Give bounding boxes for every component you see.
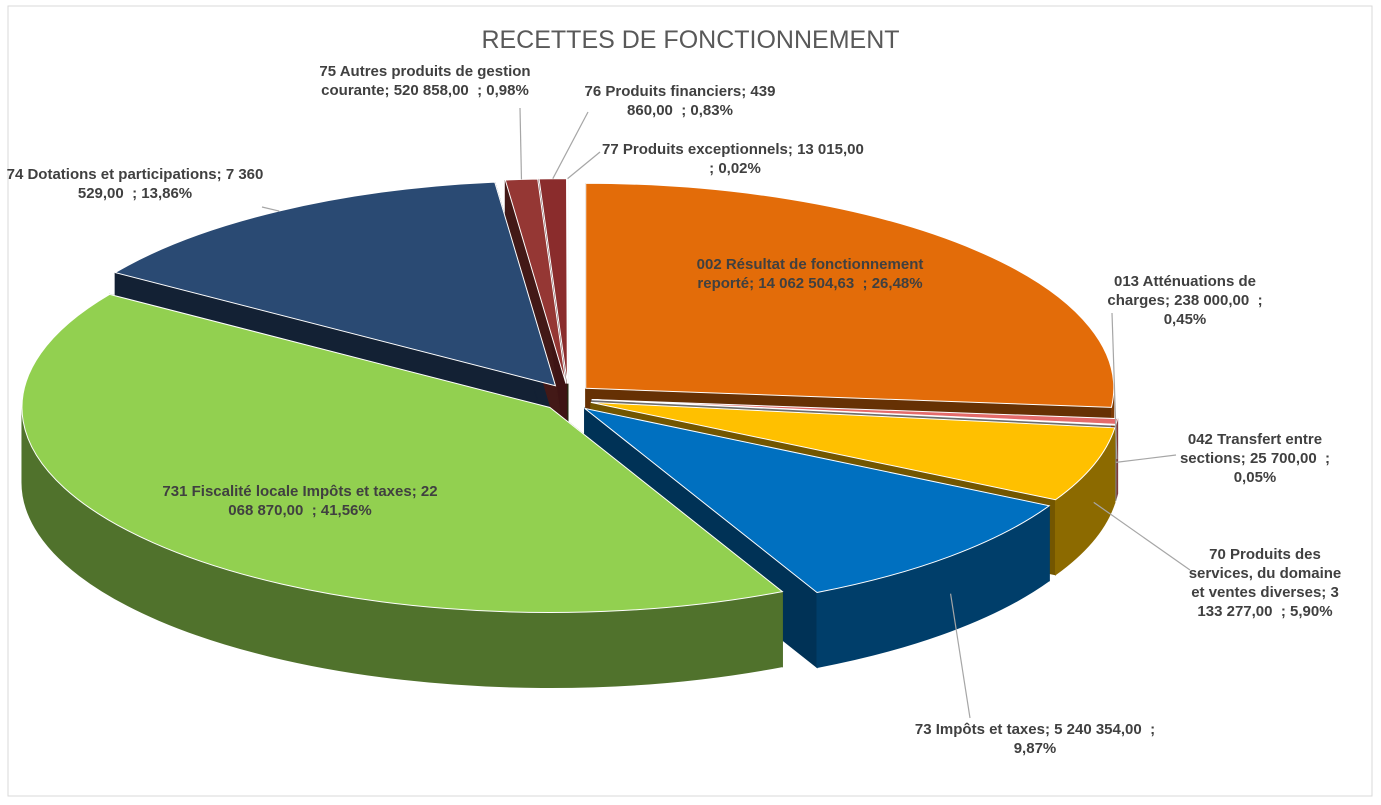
percentage-label: 26,48% (871, 275, 923, 292)
category-label: 77 Produits exceptionnels (602, 141, 788, 158)
data-label: 002 Résultat de fonctionnement reporté; … (680, 255, 940, 293)
leader-line (1115, 454, 1177, 463)
leader-line (1111, 312, 1118, 459)
percentage-label: 0,02% (718, 160, 761, 177)
category-label: 731 Fiscalité locale Impôts et taxes (162, 483, 412, 500)
separator: ; (749, 275, 755, 292)
separator: ; (1150, 721, 1156, 738)
percentage-label: 0,98% (486, 82, 529, 99)
percentage-label: 41,56% (320, 502, 372, 519)
category-label: 002 Résultat de fonctionnement reporté (696, 256, 924, 292)
value-label: 238 000,00 (1174, 292, 1250, 309)
separator: ; (216, 166, 222, 183)
leader-line (567, 151, 601, 180)
separator: ; (741, 83, 747, 100)
percentage-label: 13,86% (141, 185, 193, 202)
leader-line (519, 107, 523, 180)
category-label: 042 Transfert entre sections (1179, 431, 1323, 467)
data-label: 77 Produits exceptionnels; 13 015,00 ; 0… (600, 140, 870, 178)
data-label: 731 Fiscalité locale Impôts et taxes; 22… (150, 482, 450, 520)
separator: ; (1325, 450, 1331, 467)
category-label: 76 Produits financiers (584, 83, 742, 100)
percentage-label: 0,45% (1163, 311, 1207, 328)
data-label: 75 Autres produits de gestion courante; … (305, 62, 545, 100)
separator: ; (411, 483, 417, 500)
separator: ; (709, 160, 715, 177)
category-label: 70 Produits des services, du domaine et … (1188, 546, 1342, 601)
separator: ; (1257, 292, 1263, 309)
value-label: 520 858,00 (393, 82, 469, 99)
separator: ; (1321, 584, 1327, 601)
leader-line (261, 206, 280, 212)
category-label: 75 Autres produits de gestion courante (319, 63, 531, 99)
separator: ; (132, 185, 138, 202)
category-label: 74 Dotations et participations (6, 166, 217, 183)
value-label: 14 062 504,63 (758, 275, 855, 292)
percentage-label: 5,90% (1290, 603, 1333, 620)
data-label: 013 Atténuations de charges; 238 000,00 … (1090, 272, 1280, 329)
data-label: 042 Transfert entre sections; 25 700,00 … (1170, 430, 1340, 487)
percentage-label: 9,87% (1013, 740, 1057, 757)
leader-line (552, 111, 589, 179)
category-label: 013 Atténuations de charges (1107, 273, 1256, 309)
data-label: 76 Produits financiers; 439 860,00 ; 0,8… (560, 82, 800, 120)
category-label: 73 Impôts et taxes (914, 721, 1045, 738)
separator: ; (1240, 450, 1246, 467)
separator: ; (311, 502, 317, 519)
slice (584, 407, 1051, 593)
slice (585, 182, 1115, 408)
chart-title: RECETTES DE FONCTIONNEMENT (481, 26, 900, 54)
value-label: 25 700,00 (1249, 450, 1317, 467)
slice (21, 293, 784, 613)
slice (590, 401, 1116, 501)
value-label: 13 015,00 (797, 141, 864, 158)
separator: ; (862, 275, 868, 292)
percentage-label: 0,83% (690, 102, 733, 119)
separator: ; (681, 102, 687, 119)
percentage-label: 0,05% (1233, 469, 1277, 486)
separator: ; (1044, 721, 1050, 738)
value-label: 3 133 277,00 (1197, 584, 1339, 620)
slice (113, 181, 557, 387)
separator: ; (1280, 603, 1286, 620)
value-label: 5 240 354,00 (1054, 721, 1142, 738)
separator: ; (1164, 292, 1170, 309)
value-label: 439 860,00 (627, 83, 776, 119)
leader-line (1093, 501, 1191, 571)
value-label: 22 068 870,00 (228, 483, 438, 519)
slice (538, 178, 568, 384)
separator: ; (787, 141, 793, 158)
data-label: 70 Produits des services, du domaine et … (1180, 545, 1350, 621)
value-label: 7 360 529,00 (77, 166, 264, 202)
leader-line (949, 593, 971, 719)
data-label: 74 Dotations et participations; 7 360 52… (5, 165, 265, 203)
data-label: 73 Impôts et taxes; 5 240 354,00 ; 9,87% (905, 720, 1165, 758)
separator: ; (477, 82, 483, 99)
separator: ; (384, 82, 390, 99)
